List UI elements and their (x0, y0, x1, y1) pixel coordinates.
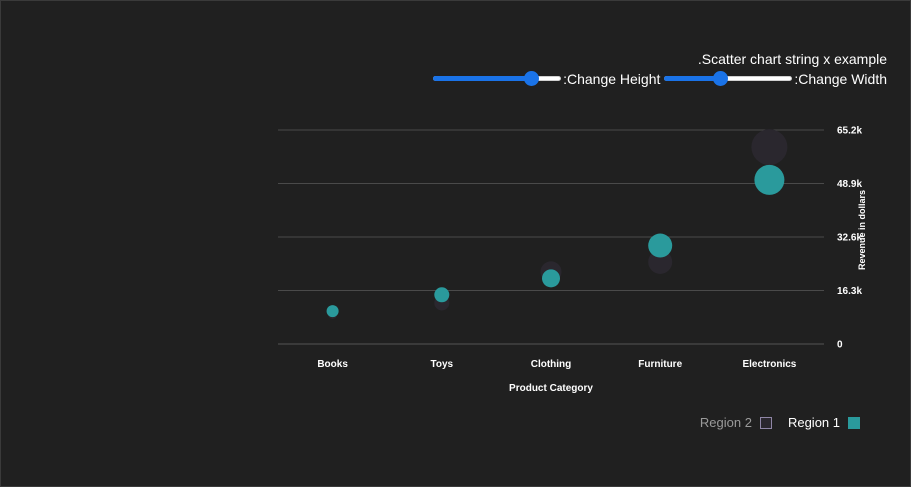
legend: Region 2 Region 1 (700, 415, 860, 430)
point-region-1 (542, 269, 560, 288)
height-slider[interactable] (433, 70, 562, 88)
legend-swatch-region-2 (759, 416, 772, 429)
chart-title: .Scatter chart string x example (697, 51, 887, 67)
height-control: :Change Height (433, 70, 660, 88)
width-slider[interactable] (664, 70, 793, 88)
point-region-1 (754, 164, 785, 195)
controls-bar: :Change Height :Change Width (433, 70, 887, 88)
legend-label-region-1: Region 1 (787, 415, 840, 430)
point-region-2 (751, 129, 788, 166)
height-slider-fill (433, 76, 532, 81)
width-slider-thumb[interactable] (712, 71, 728, 86)
legend-item-region-2[interactable]: Region 2 (700, 415, 772, 430)
y-tick-label: 32.6k (837, 233, 862, 244)
x-tick-label: Clothing (531, 359, 572, 370)
legend-swatch-region-1 (848, 416, 860, 429)
point-region-2 (648, 249, 673, 274)
point-region-1 (648, 233, 673, 258)
legend-label-region-2: Region 2 (699, 415, 752, 430)
height-label: :Change Height (563, 71, 661, 87)
y-tick-label: 48.9k (837, 179, 862, 190)
y-tick-label: 65.2k (837, 126, 862, 137)
width-slider-fill (664, 76, 721, 81)
point-region-1 (434, 287, 450, 303)
y-tick-label: 0 (837, 340, 843, 351)
point-region-1 (326, 305, 339, 318)
x-tick-label: Electronics (742, 359, 796, 370)
y-axis-title: Revenue in dollars (857, 190, 867, 270)
x-tick-label: Books (317, 359, 348, 370)
y-tick-label: 16.3k (837, 286, 862, 297)
x-tick-label: Furniture (638, 359, 682, 370)
width-label: :Change Width (794, 71, 887, 87)
x-axis-title: Product Category (509, 383, 593, 394)
x-tick-label: Toys (430, 359, 453, 370)
legend-item-region-1[interactable]: Region 1 (788, 415, 860, 430)
width-control: :Change Width (664, 70, 887, 88)
height-slider-thumb[interactable] (523, 71, 539, 86)
